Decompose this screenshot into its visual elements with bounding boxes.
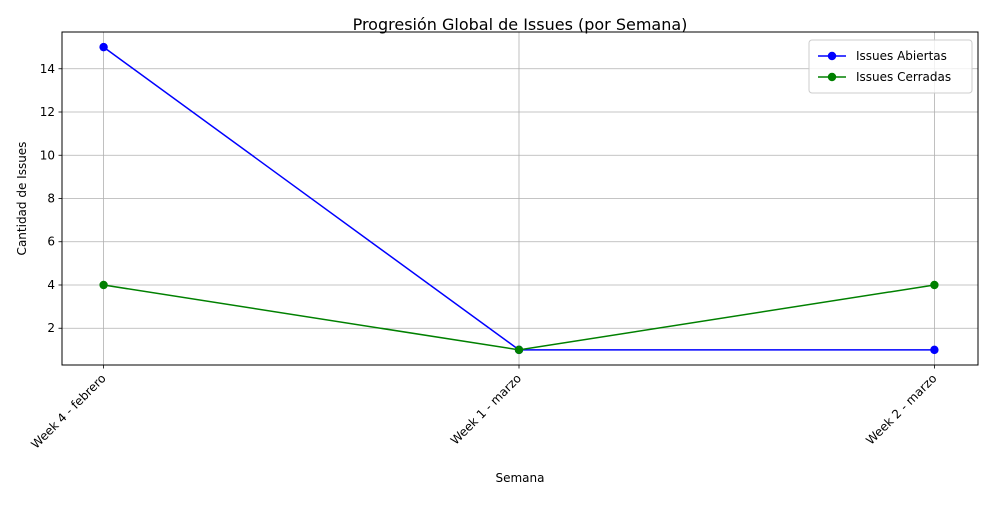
legend-marker [827,72,837,82]
y-tick-label: 4 [47,278,55,292]
y-tick-label: 2 [47,321,55,335]
chart-title: Progresión Global de Issues (por Semana) [353,15,688,34]
x-axis-label: Semana [495,471,544,485]
y-tick-label: 8 [47,192,55,206]
y-tick-label: 6 [47,235,55,249]
legend-label: Issues Cerradas [856,70,951,84]
data-point [99,280,108,290]
data-point [930,280,939,290]
legend-item: Issues Abiertas [818,49,947,63]
data-point [930,345,939,355]
legend-marker [827,51,837,61]
legend-label: Issues Abiertas [856,49,947,63]
data-point [514,345,524,355]
y-tick-label: 12 [40,105,55,119]
series-layer [99,42,939,355]
y-axis: 2 4 6 8 10 12 14 [40,62,62,335]
y-tick-label: 14 [40,62,55,76]
legend-item: Issues Cerradas [818,70,951,84]
series-2 [99,280,939,355]
data-point [99,42,108,52]
legend: Issues Abiertas Issues Cerradas [808,39,973,94]
legend-frame [808,39,973,94]
y-axis-label: Cantidad de Issues [15,142,29,256]
y-tick-label: 10 [40,148,55,162]
